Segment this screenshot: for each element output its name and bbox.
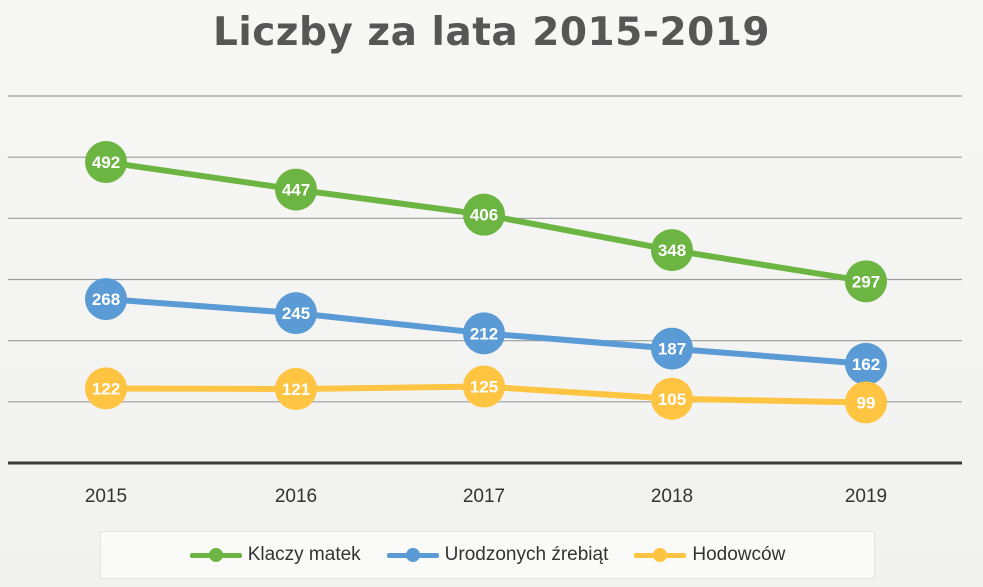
data-label: 268 xyxy=(92,290,120,309)
data-point xyxy=(651,327,693,370)
data-label: 99 xyxy=(857,393,876,412)
legend-item[interactable]: Urodzonych źrebiąt xyxy=(386,544,609,566)
legend-label: Klaczy matek xyxy=(247,544,361,565)
legend-swatch xyxy=(189,548,242,562)
x-tick-label: 2016 xyxy=(275,486,317,507)
data-label: 125 xyxy=(470,378,498,397)
data-point xyxy=(275,292,317,335)
data-point xyxy=(463,312,505,355)
data-label: 492 xyxy=(92,153,120,172)
legend-item[interactable]: Hodowców xyxy=(634,544,785,566)
x-axis: 2015 2016 2017 2018 2019 xyxy=(8,461,962,507)
data-point xyxy=(845,260,887,303)
data-point xyxy=(85,141,127,184)
legend-label: Hodowców xyxy=(692,544,786,565)
legend-swatch xyxy=(386,548,439,562)
data-label: 122 xyxy=(92,379,120,398)
x-tick-label: 2018 xyxy=(651,486,693,507)
data-label: 297 xyxy=(852,272,880,291)
x-tick-label: 2019 xyxy=(845,486,887,507)
gridlines xyxy=(8,95,962,403)
x-tick-label: 2017 xyxy=(463,486,505,507)
data-label: 105 xyxy=(658,390,686,409)
data-label: 245 xyxy=(282,304,310,323)
data-label: 447 xyxy=(282,181,310,200)
data-point xyxy=(275,168,317,211)
chart-title: Liczby za lata 2015-2019 xyxy=(212,10,771,55)
data-point xyxy=(845,381,887,424)
legend-item[interactable]: Klaczy matek xyxy=(189,544,361,566)
data-point xyxy=(85,278,127,321)
data-point xyxy=(85,367,127,410)
data-point xyxy=(845,342,887,385)
chart-legend: Klaczy matek Urodzonych źrebiąt Hodowców xyxy=(100,531,875,579)
x-tick-label: 2015 xyxy=(85,486,127,507)
data-label: 348 xyxy=(658,241,686,260)
legend-label: Urodzonych źrebiąt xyxy=(444,544,609,565)
data-point xyxy=(463,193,505,236)
data-point xyxy=(275,367,317,410)
series-markers: 492 447 406 348 297 268 245 212 187 162 122 121 125 1… xyxy=(85,141,887,424)
data-point xyxy=(463,365,505,408)
data-label: 121 xyxy=(282,380,310,399)
legend-swatch xyxy=(634,548,687,562)
data-label: 406 xyxy=(470,206,498,225)
data-point xyxy=(651,229,693,272)
data-label: 212 xyxy=(470,324,498,343)
data-point xyxy=(651,377,693,420)
data-label: 162 xyxy=(852,355,880,374)
data-label: 187 xyxy=(658,340,686,359)
